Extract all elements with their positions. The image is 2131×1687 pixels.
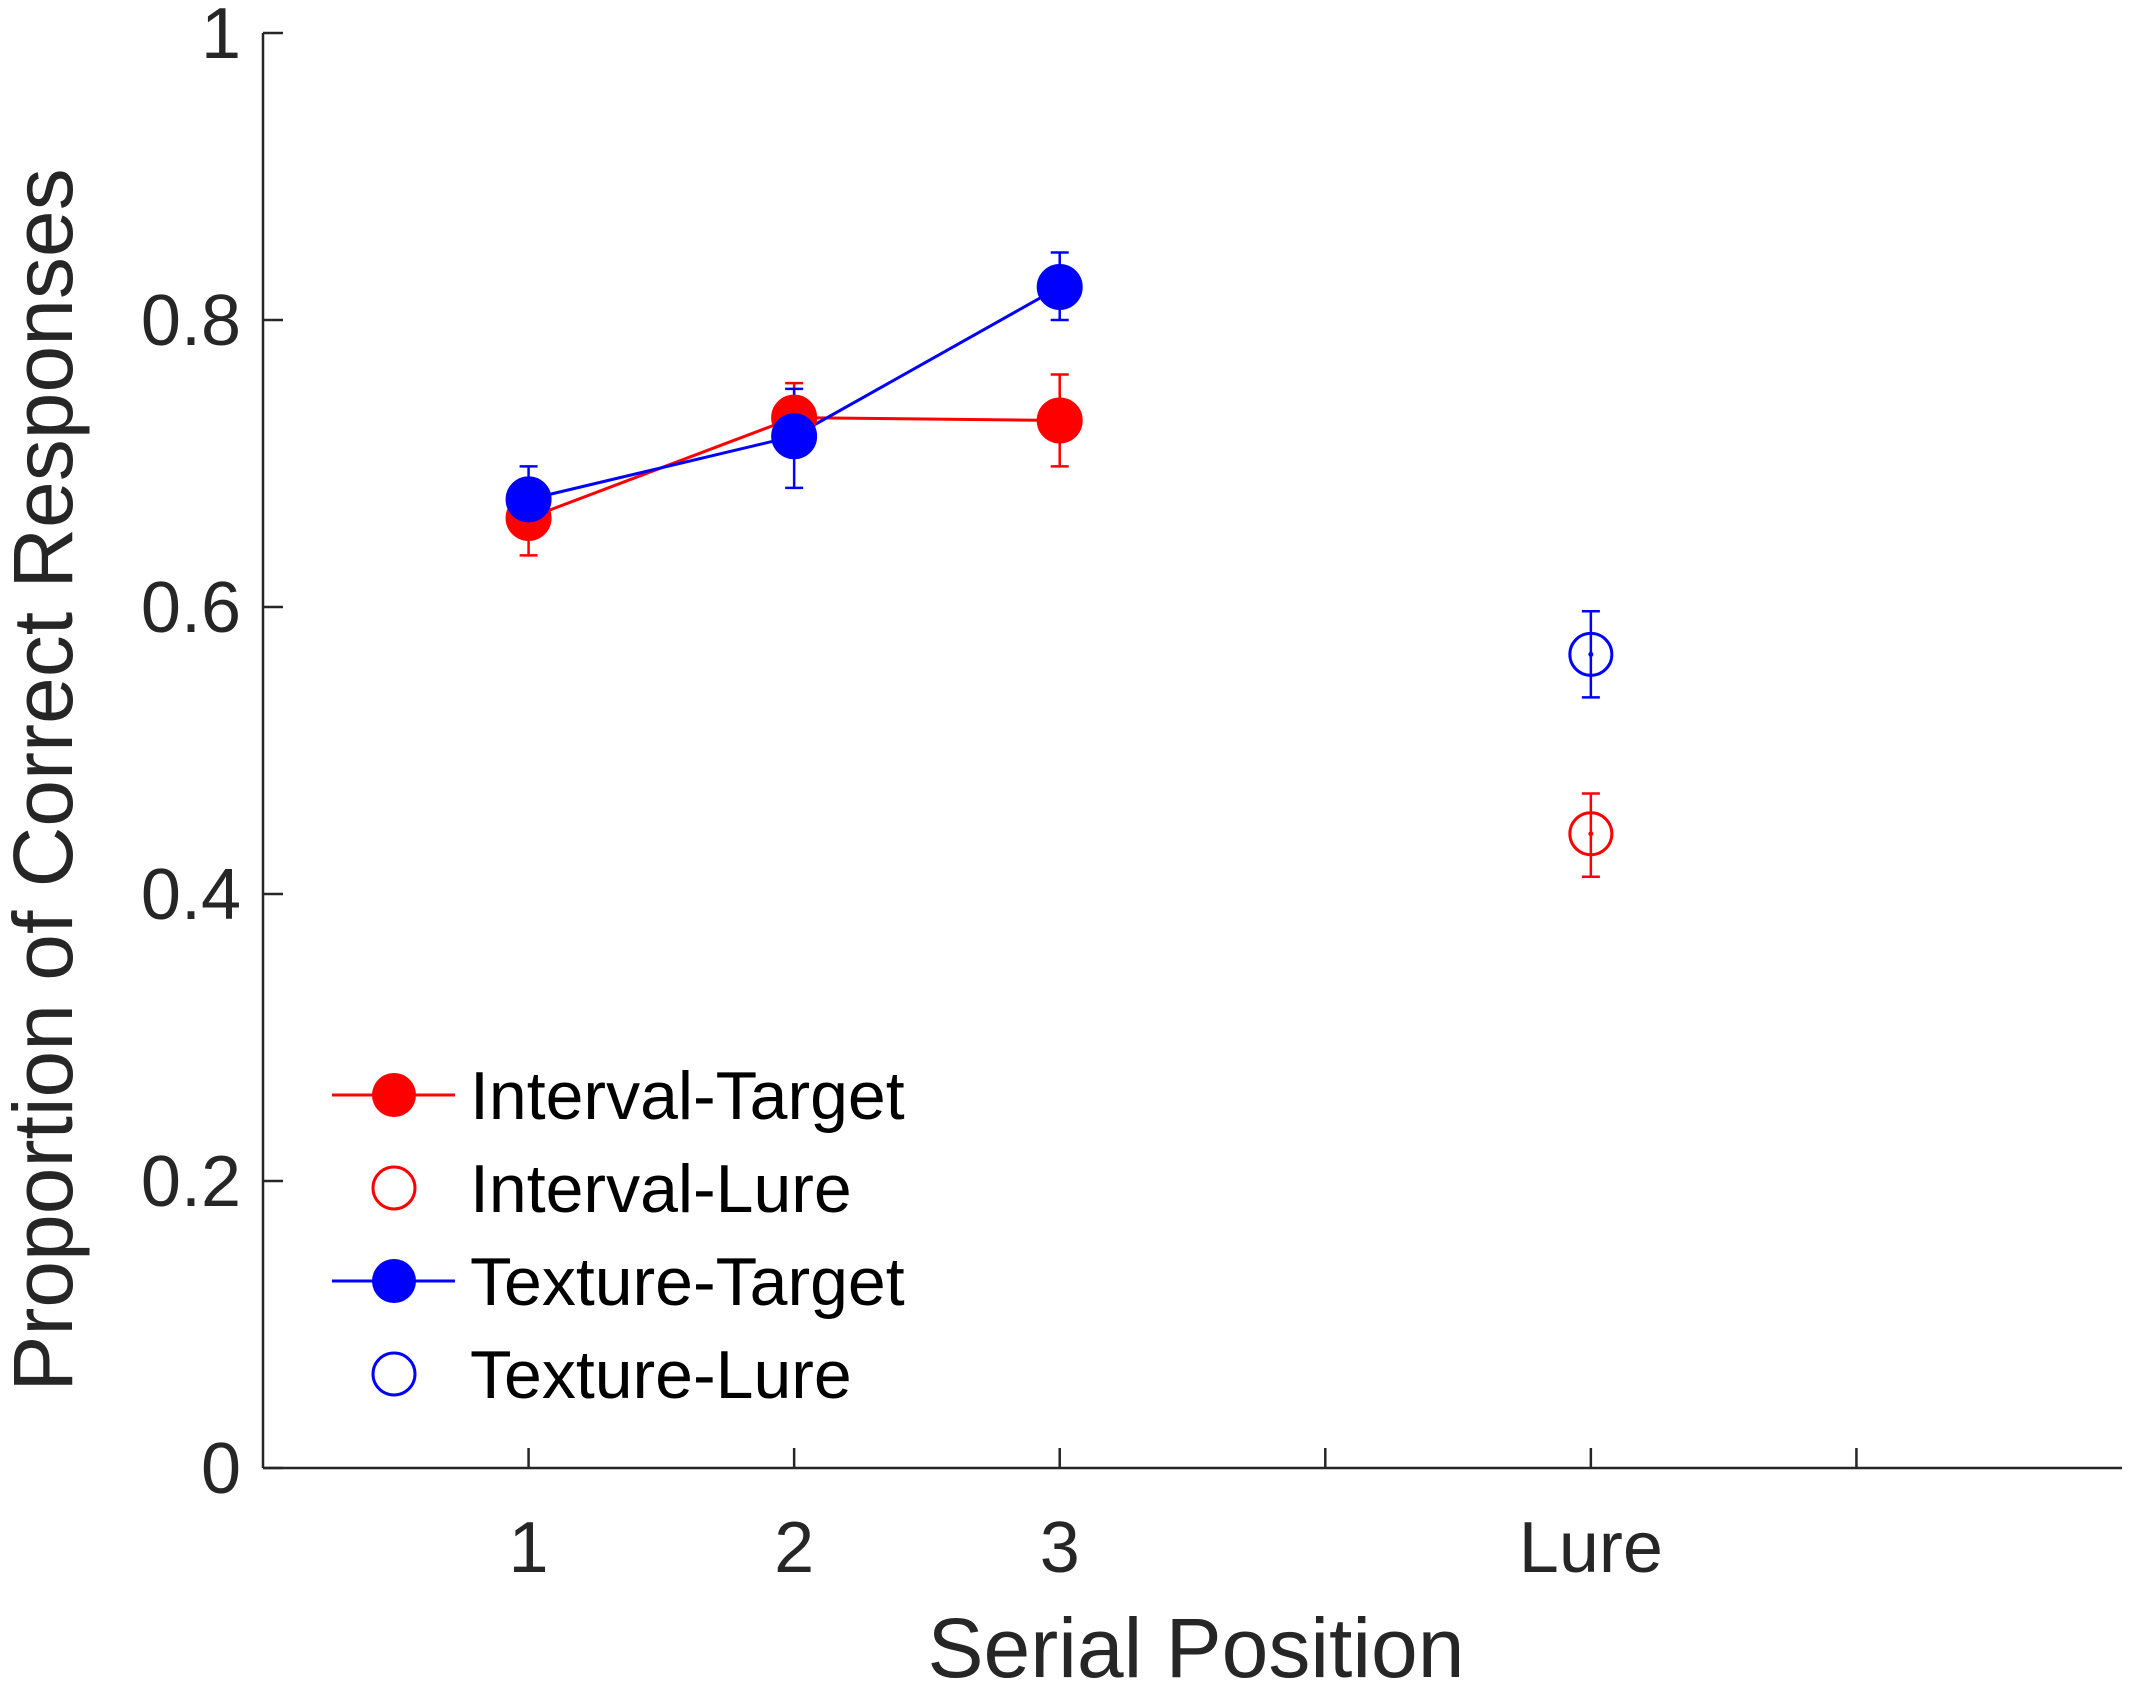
data-point-interval-lure [1568,811,1614,857]
data-point-center-interval-lure [1588,831,1594,837]
y-tick-label: 0.4 [141,855,241,935]
x-tick-label: 2 [774,1508,814,1588]
data-point-texture-lure [1568,631,1614,677]
legend-marker-interval-target [372,1073,416,1117]
data-point-center-texture-lure [1588,651,1594,657]
x-tick-label: 3 [1040,1508,1080,1588]
axes: 0 0.2 0.4 0.6 0.8 1 1 2 3 Lure [141,0,2122,1588]
data-point-texture-target [771,413,818,460]
y-axis-title: Proportion of Correct Responses [0,168,90,1391]
legend-marker-texture-lure [371,1351,417,1397]
y-tick-label: 0.2 [141,1142,241,1222]
data-point-texture-target [1036,263,1083,310]
data-point-interval-target [1036,397,1083,444]
x-tick-label: 1 [509,1508,549,1588]
legend-label-texture-lure: Texture-Lure [470,1337,852,1413]
y-tick-label: 0.6 [141,568,241,648]
legend-marker-interval-lure [371,1165,417,1211]
y-tick-label: 1 [201,0,241,74]
legend: Interval-Target Interval-Lure Texture-Targ… [332,1058,905,1413]
legend-marker-texture-target [372,1259,416,1303]
x-tick-label: Lure [1519,1508,1663,1588]
x-axis-title: Serial Position [928,1601,1465,1687]
data-point-texture-target [505,476,552,523]
legend-label-interval-target: Interval-Target [470,1058,905,1134]
legend-label-texture-target: Texture-Target [470,1244,905,1320]
y-tick-label: 0.8 [141,281,241,361]
series-points [505,251,1614,879]
legend-label-interval-lure: Interval-Lure [470,1151,852,1227]
y-tick-label: 0 [201,1429,241,1509]
